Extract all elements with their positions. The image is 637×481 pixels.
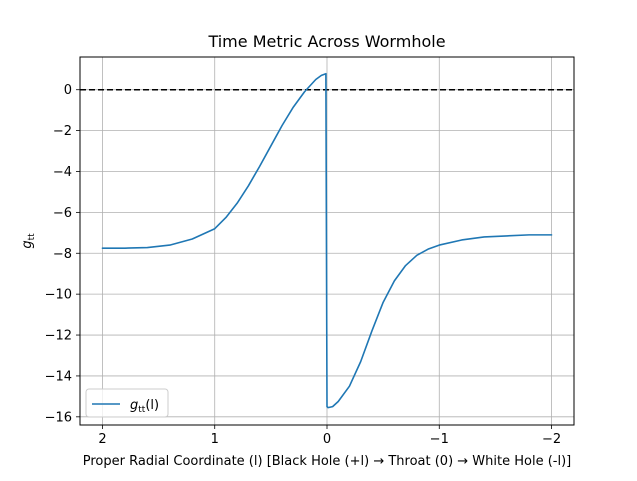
series-layer <box>101 72 553 409</box>
y-tick-label: −6 <box>53 206 72 221</box>
y-tick-label: −12 <box>45 329 72 344</box>
ticks: 2 1 0 −1 −2 0 −2 −4 −6 −8 −10 −12 −14 −16 <box>45 83 562 447</box>
y-tick-label: −8 <box>53 247 72 262</box>
legend-label: gtt(l) <box>130 398 159 415</box>
y-tick-label: −2 <box>53 124 72 139</box>
x-tick-label: 1 <box>211 432 219 447</box>
y-tick-label: 0 <box>64 83 72 98</box>
y-tick-label: −16 <box>45 410 72 425</box>
y-axis-label: gtt <box>20 233 37 249</box>
series-line-0 <box>101 72 553 409</box>
y-tick-label: −14 <box>45 369 72 384</box>
x-tick-label: 0 <box>323 432 331 447</box>
chart-title: Time Metric Across Wormhole <box>207 32 445 51</box>
x-axis-label: Proper Radial Coordinate (l) [Black Hole… <box>83 454 571 469</box>
x-tick-label: −1 <box>430 432 449 447</box>
y-tick-label: −4 <box>53 165 72 180</box>
x-tick-label: 2 <box>98 432 106 447</box>
legend-box <box>85 388 169 418</box>
y-tick-label: −10 <box>45 288 72 303</box>
x-tick-label: −2 <box>542 432 561 447</box>
legend: gtt(l) <box>85 388 169 418</box>
